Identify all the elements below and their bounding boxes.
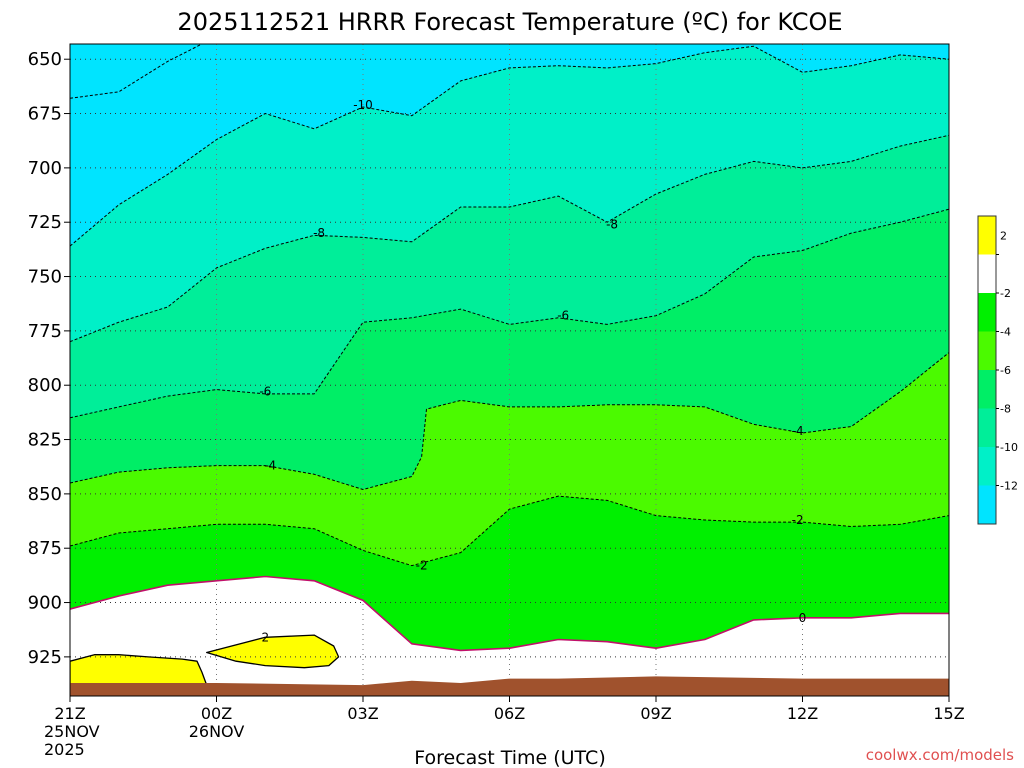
contour-line-0: [70, 575, 949, 652]
x-tick-label: 2025: [44, 740, 85, 759]
contour-label: -10: [353, 98, 373, 112]
credit-text: coolwx.com/models: [866, 746, 1014, 764]
contour-line-minus-10: [70, 44, 203, 99]
colorbar-bin: [978, 485, 996, 524]
y-tick-label: 750: [28, 267, 62, 288]
ground-fill: [70, 676, 949, 696]
fill-band-above-2: [206, 635, 339, 668]
y-tick-label: 800: [28, 375, 62, 396]
colorbar-tick-label: 2: [1000, 229, 1007, 242]
contour-lines: [70, 44, 949, 691]
x-tick-label: 25NOV: [44, 722, 100, 741]
contour-line-minus-10: [70, 45, 949, 247]
contour-line-minus-2: [70, 495, 949, 567]
contour-label: -2: [416, 559, 428, 573]
x-tick-label: 15Z: [933, 704, 964, 723]
contour-labels: -10 -8 -8 -6 -6 -4 -4 -2 -2 0 2: [259, 98, 806, 644]
y-tick-label: 725: [28, 212, 62, 233]
x-tick-label: 12Z: [787, 704, 818, 723]
colorbar-tick-label: -8: [1000, 403, 1011, 416]
contour-label: -6: [557, 309, 569, 323]
x-axis-label: Forecast Time (UTC): [414, 747, 605, 768]
y-tick-label: 925: [28, 647, 62, 668]
fill-band-above-2: [70, 654, 207, 690]
colorbar-bin: [978, 216, 996, 255]
colorbar-bin: [978, 293, 996, 332]
contour-label: -4: [264, 459, 276, 473]
colorbar-bin: [978, 408, 996, 447]
x-tick-label: 21Z: [54, 704, 85, 723]
contour-label: -4: [792, 424, 804, 438]
x-tick-label: 26NOV: [189, 722, 245, 741]
colorbar-tick-label: -6: [1000, 364, 1011, 377]
x-tick-label: 06Z: [494, 704, 525, 723]
contour-label: -8: [313, 226, 325, 240]
colorbar-bin: [978, 447, 996, 486]
colorbar-tick-label: -12: [1000, 480, 1018, 493]
contour-line-minus-6: [70, 208, 949, 419]
x-tick-label: 00Z: [201, 704, 232, 723]
colorbar-tick-label: -10: [1000, 441, 1018, 454]
y-tick-label: 825: [28, 430, 62, 451]
colorbar: 2 -2 -4 -6 -8 -10 -12: [977, 215, 1018, 525]
y-tick-label: 875: [28, 538, 62, 559]
contour-label: -2: [792, 513, 804, 527]
y-tick-label: 850: [28, 484, 62, 505]
x-tick-label: 03Z: [347, 704, 378, 723]
y-tick-label: 650: [28, 49, 62, 70]
chart-title: 2025112521 HRRR Forecast Temperature (ºC…: [177, 8, 842, 36]
ground: [70, 676, 949, 696]
contour-line-minus-4: [70, 352, 949, 490]
colorbar-bin: [978, 331, 996, 370]
y-tick-label: 700: [28, 158, 62, 179]
contour-label: 0: [799, 611, 807, 625]
contour-label: -8: [606, 217, 618, 231]
plot-grid: [70, 44, 949, 696]
contour-label: -6: [259, 385, 271, 399]
x-tick-label: 09Z: [640, 704, 671, 723]
colorbar-bin: [978, 254, 996, 293]
y-tick-label: 675: [28, 104, 62, 125]
y-tick-label: 900: [28, 593, 62, 614]
colorbar-tick-label: -4: [1000, 326, 1011, 339]
contour-label: 2: [262, 630, 270, 644]
y-tick-label: 775: [28, 321, 62, 342]
temperature-fills: [70, 44, 949, 696]
contour-line-2: [206, 634, 340, 669]
colorbar-bin: [978, 370, 996, 409]
y-axis: 650 675 700 725 750 775 800 825 850 875 900 925: [28, 49, 70, 668]
contour-line-minus-8: [70, 134, 949, 343]
colorbar-tick-label: -2: [1000, 287, 1011, 300]
